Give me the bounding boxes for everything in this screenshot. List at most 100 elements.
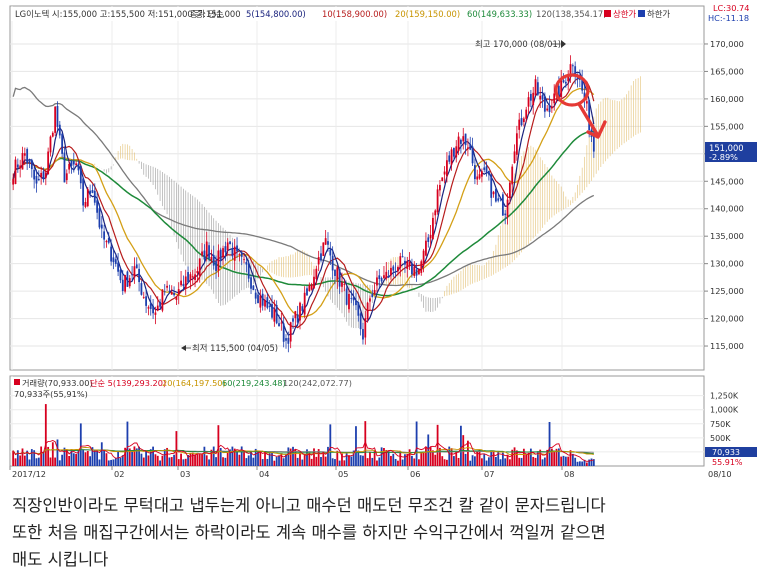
volume-bar <box>98 459 101 466</box>
volume-bar <box>70 450 73 466</box>
volume-bar <box>383 448 385 466</box>
volume-bar <box>334 459 336 466</box>
volume-bar <box>175 431 178 466</box>
candle-body <box>427 237 430 242</box>
legend-stock: LG이노텍 시:155,000 고:155,500 저:151,000 종:15… <box>15 9 241 19</box>
candle-body <box>345 288 348 305</box>
caption-line-3: 매도 시킵니다 <box>12 550 109 569</box>
candle-body <box>359 313 362 330</box>
volume-bar <box>429 447 432 466</box>
volume-bar <box>238 454 241 466</box>
volume-bar <box>455 452 458 466</box>
price-tick-label: 160,000 <box>710 94 744 104</box>
volume-last: 70,933 <box>712 448 740 457</box>
candle-body <box>240 253 243 257</box>
candle-body <box>532 92 535 106</box>
candle-body <box>380 278 383 282</box>
candle-body <box>194 274 196 280</box>
candle-body <box>264 300 266 307</box>
candle-body <box>450 149 453 165</box>
legend-volume-ma5: 단순 5(139,293.20) <box>90 378 166 388</box>
volume-bar <box>250 450 252 466</box>
volume-bar <box>107 460 110 466</box>
volume-bar <box>441 456 444 466</box>
candle-body <box>110 246 113 262</box>
min-annotation-arrow <box>181 345 186 351</box>
caption-line-2: 또한 처음 매집구간에서는 하락이라도 계속 매수를 하지만 수익구간에서 꺽일… <box>12 523 606 542</box>
candle-body <box>271 304 273 318</box>
candle-body <box>471 146 474 164</box>
volume-bar <box>413 458 416 466</box>
candle-body <box>529 93 532 101</box>
volume-bar <box>289 448 292 466</box>
candle-body <box>453 147 455 157</box>
legend-upper-limit: 상한가 <box>613 9 636 19</box>
candle-body <box>166 285 168 288</box>
candle-body <box>315 268 318 280</box>
ma20-line <box>12 87 595 318</box>
volume-bar <box>434 454 437 466</box>
volume-bar <box>215 457 217 466</box>
candle-body <box>68 163 71 170</box>
candle-body <box>469 143 472 150</box>
volume-bar <box>567 456 570 466</box>
candle-body <box>320 253 322 261</box>
candle-body <box>268 306 271 308</box>
lc-label: LC:30.74 <box>713 3 749 13</box>
candle-body <box>21 153 24 170</box>
candle-body <box>327 241 329 245</box>
volume-bar <box>474 456 476 466</box>
volume-bar <box>254 448 257 466</box>
candle-body <box>299 302 301 321</box>
candle-body <box>280 322 283 324</box>
candle-body <box>432 217 434 240</box>
volume-bar <box>273 460 276 466</box>
volume-bar <box>513 447 516 466</box>
candle-body <box>175 296 178 300</box>
volume-bar <box>553 450 556 466</box>
candle-body <box>383 275 385 279</box>
candle-body <box>581 77 584 91</box>
volume-bar <box>154 454 157 466</box>
candle-body <box>404 260 406 265</box>
candle-body <box>261 293 264 306</box>
volume-bar <box>26 450 29 466</box>
candle-body <box>159 301 161 307</box>
volume-bar <box>585 462 588 466</box>
volume-bar <box>203 446 206 466</box>
volume-bar <box>331 458 334 466</box>
candle-body <box>334 269 336 276</box>
volume-bar <box>91 447 94 466</box>
candle-body <box>138 268 140 283</box>
legend-volume-ma60: 60(219,243.48) <box>222 378 286 388</box>
last-price-box <box>705 142 757 162</box>
volume-bar <box>226 451 229 466</box>
candle-body <box>294 311 297 319</box>
legend-ma20: 20(159,150.00) <box>395 9 460 19</box>
candle-body <box>497 198 500 201</box>
candle-body <box>406 261 409 269</box>
volume-bar <box>357 450 360 466</box>
candle-body <box>147 307 150 309</box>
volume-bar <box>159 460 161 466</box>
candle-body <box>541 95 544 100</box>
candle-body <box>418 269 420 275</box>
candle-body <box>527 97 530 107</box>
candle-body <box>313 276 315 289</box>
ma60-line <box>12 130 594 297</box>
candle-body <box>254 292 257 299</box>
candle-body <box>191 276 194 278</box>
max-annotation-arrow <box>561 40 566 48</box>
lower-limit-swatch <box>638 10 645 17</box>
candle-body <box>373 290 376 295</box>
volume-bar <box>336 450 339 466</box>
candle-body <box>448 155 451 162</box>
volume-bar <box>180 453 182 466</box>
volume-bar <box>210 449 213 466</box>
volume-bar <box>33 450 36 466</box>
volume-bar <box>306 449 308 466</box>
candle-body <box>546 108 549 111</box>
candle-body <box>168 290 171 292</box>
candle-body <box>189 274 192 281</box>
volume-bar <box>432 450 434 466</box>
